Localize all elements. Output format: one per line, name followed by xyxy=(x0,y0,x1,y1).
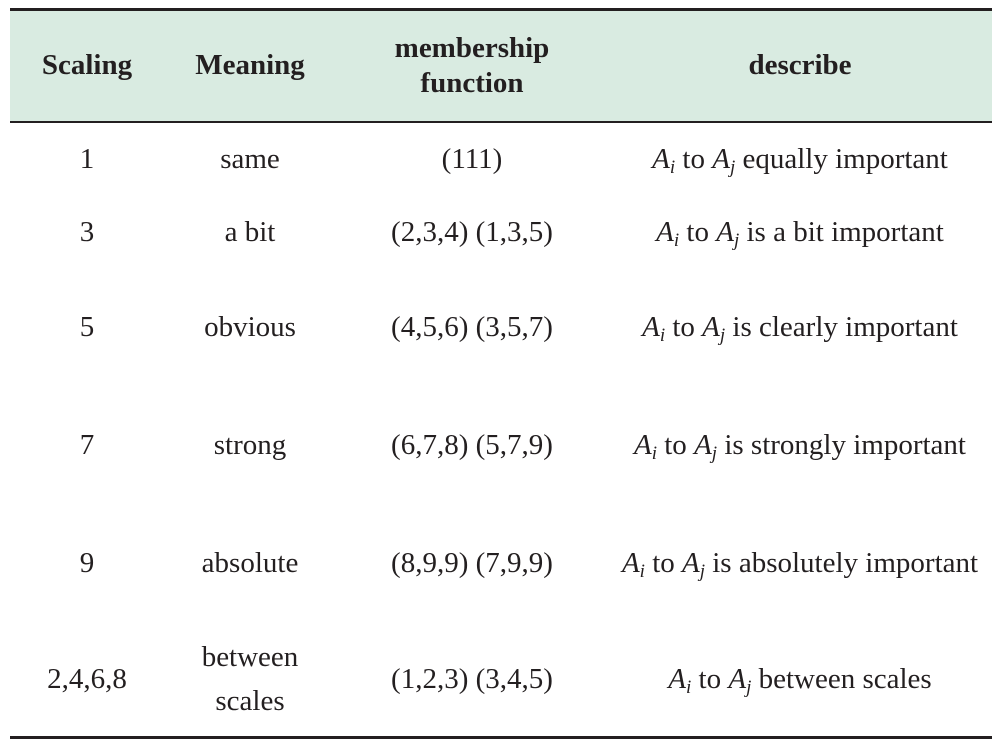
cell-meaning: absolute xyxy=(201,546,299,579)
describe-tail: is clearly important xyxy=(725,310,958,343)
describe-mid: to xyxy=(679,215,717,248)
describe-tail: equally important xyxy=(735,143,948,175)
var-a-j: A xyxy=(716,215,734,248)
table-row: 9 absolute (8,9,9) (7,9,9) Ai to Aj is a… xyxy=(10,504,992,622)
cell-scaling: 5 xyxy=(79,310,95,343)
var-a-i: A xyxy=(652,143,670,175)
cell-describe: Ai to Aj is a bit important xyxy=(608,196,992,268)
table-row: 3 a bit (2,3,4) (1,3,5) Ai to Aj is a bi… xyxy=(10,196,992,268)
describe-mid: to xyxy=(675,143,713,175)
cell-describe: Ai to Aj between scales xyxy=(608,621,992,739)
cell-membership-function: (111) xyxy=(441,143,503,175)
cell-describe: Ai to Aj is absolutely important xyxy=(608,504,992,622)
subscript-i: i xyxy=(669,157,676,178)
var-a-j: A xyxy=(712,143,730,175)
var-a-j: A xyxy=(682,546,700,579)
table-header-row: Scaling Meaning membership function desc… xyxy=(10,8,992,123)
table-row: 2,4,6,8 between scales (1,2,3) (3,4,5) A… xyxy=(10,621,992,739)
cell-meaning: strong xyxy=(213,428,287,461)
cell-meaning: a bit xyxy=(224,215,276,248)
header-scaling: Scaling xyxy=(10,8,164,123)
var-a-i: A xyxy=(621,546,640,579)
subscript-i: i xyxy=(673,229,680,251)
cell-scaling: 3 xyxy=(79,215,95,248)
cell-scaling: 1 xyxy=(79,143,95,175)
subscript-i: i xyxy=(639,560,645,582)
cell-scaling: 7 xyxy=(79,428,95,461)
subscript-j: j xyxy=(711,442,718,464)
table-row: 5 obvious (4,5,6) (3,5,7) Ai to Aj is cl… xyxy=(10,268,992,386)
cell-membership-function: (2,3,4) (1,3,5) xyxy=(391,215,553,248)
cell-scaling: 2,4,6,8 xyxy=(10,621,164,739)
var-a-j: A xyxy=(702,310,720,343)
var-a-j: A xyxy=(694,428,712,461)
cell-membership-function: (8,9,9) (7,9,9) xyxy=(391,546,553,579)
header-membership-function: membership function xyxy=(336,8,608,123)
table-row: 1 same (111) Ai to Aj equally important xyxy=(10,122,992,196)
subscript-i: i xyxy=(651,442,657,464)
var-a-i: A xyxy=(642,310,660,343)
describe-mid: to xyxy=(657,428,695,461)
var-a-i: A xyxy=(668,662,686,695)
header-describe: describe xyxy=(608,8,992,123)
describe-mid: to xyxy=(644,546,682,579)
cell-describe: Ai to Aj equally important xyxy=(608,122,992,196)
fuzzy-scale-table: Scaling Meaning membership function desc… xyxy=(10,8,992,739)
subscript-j: j xyxy=(719,324,726,346)
subscript-i: i xyxy=(686,676,692,698)
cell-scaling: 9 xyxy=(79,546,95,579)
describe-tail: between scales xyxy=(751,662,932,695)
subscript-j: j xyxy=(729,157,736,178)
cell-describe: Ai to Aj is clearly important xyxy=(608,268,992,386)
header-meaning: Meaning xyxy=(164,8,336,123)
cell-describe: Ai to Aj is strongly important xyxy=(608,386,992,504)
cell-membership-function: (4,5,6) (3,5,7) xyxy=(391,310,553,343)
cell-meaning: between scales xyxy=(164,621,336,739)
describe-tail: is a bit important xyxy=(739,215,944,248)
subscript-i: i xyxy=(659,324,666,346)
cell-meaning: same xyxy=(220,143,280,175)
var-a-j: A xyxy=(728,662,747,695)
describe-tail: is absolutely important xyxy=(705,546,979,579)
table-row: 7 strong (6,7,8) (5,7,9) Ai to Aj is str… xyxy=(10,386,992,504)
var-a-i: A xyxy=(656,215,674,248)
subscript-j: j xyxy=(699,560,705,582)
describe-mid: to xyxy=(691,662,729,695)
describe-mid: to xyxy=(665,310,703,343)
describe-tail: is strongly important xyxy=(717,428,966,461)
subscript-j: j xyxy=(746,676,752,698)
var-a-i: A xyxy=(634,428,652,461)
cell-meaning: obvious xyxy=(204,310,296,343)
cell-membership-function: (6,7,8) (5,7,9) xyxy=(391,428,553,461)
subscript-j: j xyxy=(733,229,740,251)
fuzzy-scale-table-container: Scaling Meaning membership function desc… xyxy=(10,8,992,739)
cell-membership-function: (1,2,3) (3,4,5) xyxy=(336,621,608,739)
